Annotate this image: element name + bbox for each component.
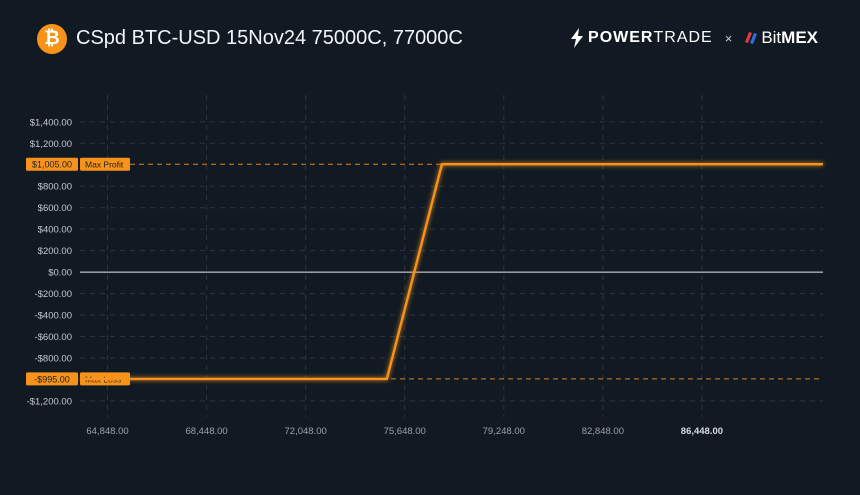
reference-value-label: $1,005.00 — [32, 160, 72, 170]
reference-value-tag — [26, 372, 78, 386]
y-tick-label: $1,400.00 — [30, 117, 72, 128]
page-title: CSpd BTC-USD 15Nov24 75000C, 77000C — [76, 27, 463, 49]
y-tick-label: -$800.00 — [34, 353, 72, 364]
x-tick-label: 68,448.00 — [185, 426, 227, 437]
reference-name-label: Max Profit — [85, 160, 124, 170]
y-tick-label: $0.00 — [48, 268, 72, 279]
payoff-line — [80, 163, 823, 381]
x-tick-label: 72,048.00 — [285, 426, 327, 437]
x-tick-label: 82,848.00 — [582, 426, 624, 437]
x-tick-label: 64,848.00 — [86, 426, 128, 437]
reference-value-label: -$995.00 — [34, 374, 70, 384]
brand-logos: POWERTRADE × BitMEX — [570, 28, 818, 48]
reference-value-tag — [26, 157, 78, 171]
bitmex-mark-icon — [745, 32, 758, 44]
reference-name-tag — [80, 157, 130, 171]
x-tick-label: 86,448.00 — [681, 426, 723, 437]
y-tick-label: $200.00 — [38, 246, 72, 257]
brand-separator: × — [724, 30, 733, 46]
bitcoin-icon: ₿ — [37, 24, 67, 54]
payoff-chart-svg: $1,005.00 Max Profit-$995.00 Max Loss 64,8… — [26, 95, 823, 437]
chart-header: ₿ CSpd BTC-USD 15Nov24 75000C, 77000C PO… — [0, 0, 860, 80]
payoff-chart: $1,005.00 Max Profit -$995.00 Max Loss 64,8… — [0, 80, 860, 490]
bitmex-wordmark: BitMEX — [761, 28, 818, 47]
x-tick-label: 75,648.00 — [384, 426, 426, 437]
powertrade-wordmark: POWERTRADE — [588, 29, 713, 46]
x-tick-label: 79,248.00 — [483, 426, 525, 437]
y-tick-label: -$200.00 — [34, 289, 72, 300]
y-tick-label: -$400.00 — [34, 311, 72, 322]
y-tick-label: $1,200.00 — [30, 139, 72, 150]
powertrade-logo: POWERTRADE — [570, 28, 713, 48]
lightning-bolt-icon — [571, 28, 584, 48]
y-tick-label: -$600.00 — [34, 332, 72, 343]
y-tick-label: $600.00 — [38, 203, 72, 214]
y-tick-label: $800.00 — [38, 182, 72, 193]
y-tick-label: $400.00 — [38, 225, 72, 236]
bitmex-logo: BitMEX — [744, 28, 818, 48]
y-tick-label: -$1,200.00 — [27, 396, 72, 407]
